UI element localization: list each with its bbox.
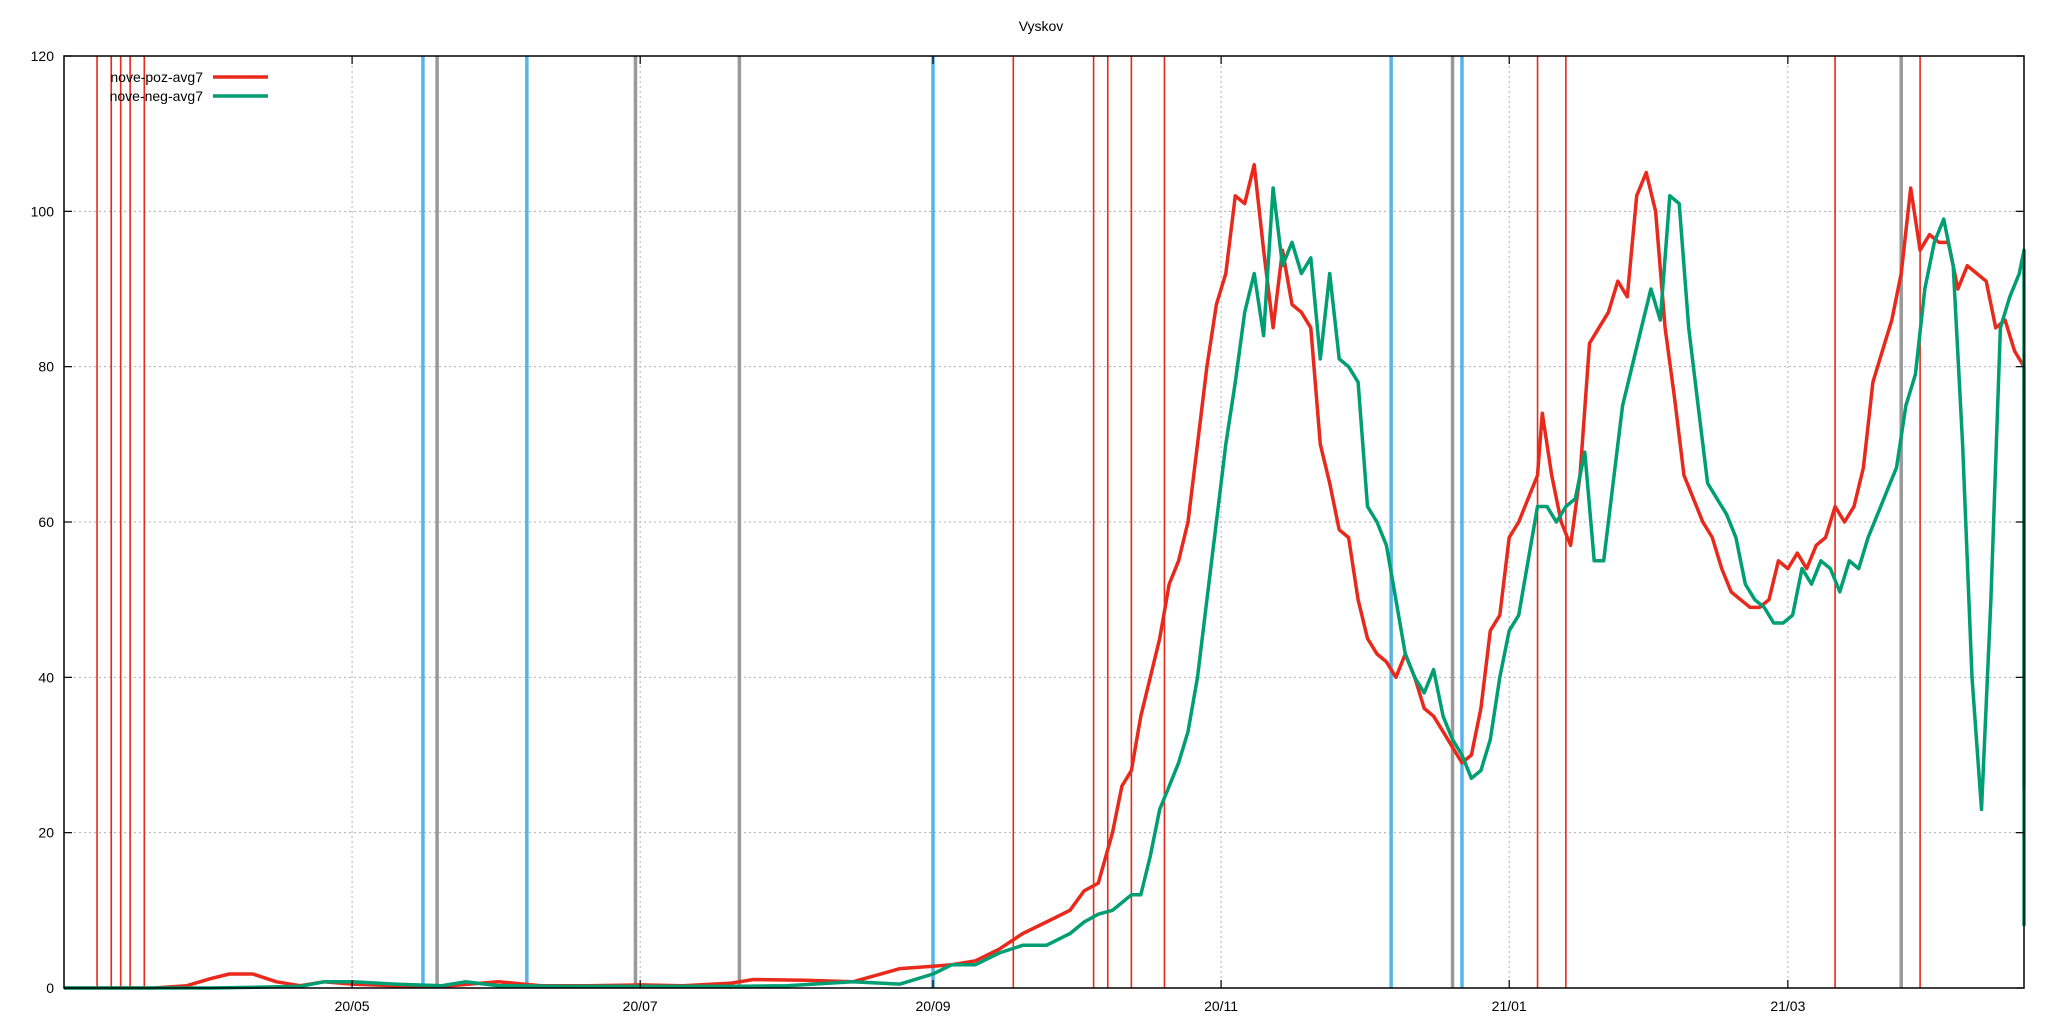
y-tick-label: 20 <box>38 825 54 841</box>
series-lines <box>64 162 2026 990</box>
axis-ticks: 0 20 40 60 80 100 120 20/05 20/07 20/09 20/11 21/01… <box>31 48 2024 1014</box>
y-tick-label: 120 <box>31 48 55 64</box>
x-tick-label: 20/07 <box>623 998 658 1014</box>
legend-label: nove-neg-avg7 <box>110 88 204 104</box>
legend: nove-poz-avg7 nove-neg-avg7 <box>110 69 268 104</box>
chart-title: Vyskov <box>1019 18 1064 34</box>
y-tick-label: 40 <box>38 669 54 685</box>
x-tick-label: 21/01 <box>1492 998 1527 1014</box>
y-tick-label: 0 <box>46 980 54 996</box>
y-tick-label: 100 <box>31 203 55 219</box>
vertical-markers <box>96 56 1921 988</box>
x-tick-label: 20/09 <box>915 998 950 1014</box>
legend-label: nove-poz-avg7 <box>110 69 203 85</box>
x-tick-label: 21/03 <box>1770 998 1805 1014</box>
y-tick-label: 60 <box>38 514 54 530</box>
x-tick-label: 20/05 <box>335 998 370 1014</box>
series-line-positive <box>64 162 2026 990</box>
x-tick-label: 20/11 <box>1204 998 1238 1014</box>
series-line-negative <box>64 186 2026 990</box>
y-tick-label: 80 <box>38 359 54 375</box>
